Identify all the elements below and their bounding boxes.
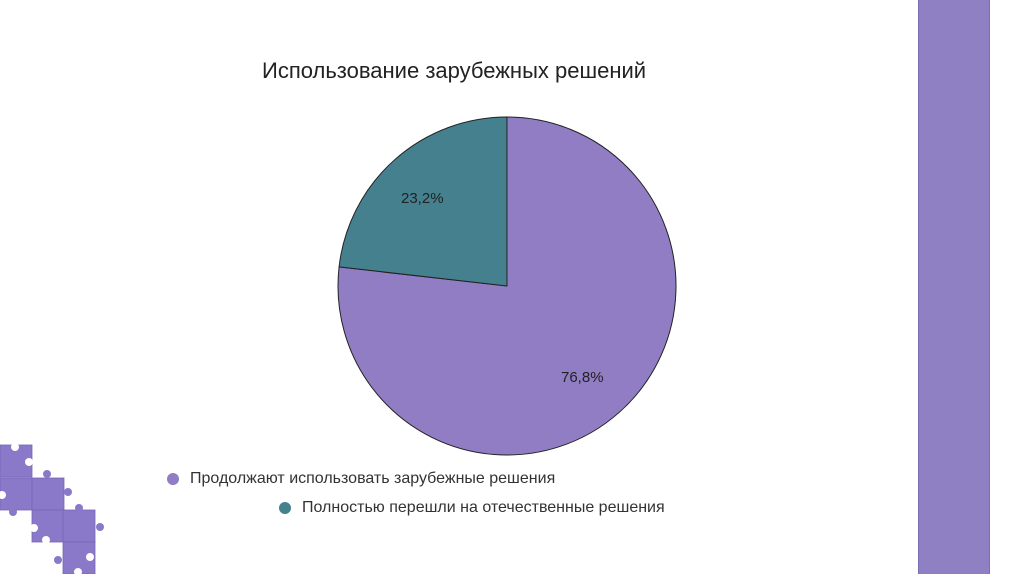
puzzle-decoration bbox=[0, 443, 104, 574]
puzzle-notch-icon bbox=[74, 568, 82, 574]
puzzle-knob-icon bbox=[54, 556, 62, 564]
puzzle-knob-icon bbox=[43, 470, 51, 478]
pie-slice-domestic bbox=[338, 116, 508, 287]
puzzle-knob-icon bbox=[96, 523, 104, 531]
puzzle-notch-icon bbox=[42, 536, 50, 544]
legend-label: Продолжают использовать зарубежные решен… bbox=[190, 470, 556, 487]
puzzle-notch-icon bbox=[25, 458, 33, 466]
legend-marker-icon bbox=[167, 473, 179, 485]
puzzle-piece-icon bbox=[62, 509, 96, 543]
puzzle-knob-icon bbox=[64, 488, 72, 496]
legend-item-domestic: Полностью перешли на отечественные решен… bbox=[279, 499, 665, 517]
puzzle-notch-icon bbox=[0, 491, 6, 499]
legend-item-foreign: Продолжают использовать зарубежные решен… bbox=[167, 470, 555, 488]
puzzle-knob-icon bbox=[9, 508, 17, 516]
puzzle-piece-icon bbox=[31, 477, 65, 511]
data-label-foreign: 76,8% bbox=[561, 369, 604, 386]
chart-title-text: Использование зарубежных решений bbox=[262, 58, 647, 83]
puzzle-notch-icon bbox=[86, 553, 94, 561]
decorative-sidebar-bar bbox=[918, 0, 990, 574]
legend-marker-icon bbox=[279, 502, 291, 514]
legend-label: Полностью перешли на отечественные решен… bbox=[302, 499, 665, 516]
puzzle-notch-icon bbox=[30, 524, 38, 532]
puzzle-knob-icon bbox=[43, 517, 51, 525]
puzzle-knob-icon bbox=[75, 504, 83, 512]
data-label-domestic: 23,2% bbox=[401, 190, 444, 207]
pie-slice-foreign bbox=[337, 116, 677, 456]
puzzle-notch-icon bbox=[11, 443, 19, 451]
